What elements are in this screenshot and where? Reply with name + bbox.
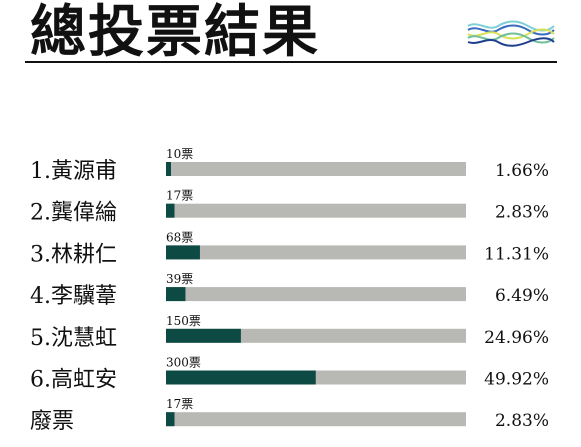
percent-label: 6.49% <box>495 286 549 306</box>
bar-track <box>166 412 466 427</box>
vote-count-label: 39票 <box>166 272 193 286</box>
bar-track <box>166 245 466 260</box>
percent-label: 1.66% <box>495 161 549 181</box>
bar <box>166 328 241 343</box>
bar <box>166 370 316 385</box>
vote-count-label: 68票 <box>166 230 193 244</box>
bar-track <box>166 328 466 343</box>
percent-label: 11.31% <box>484 244 549 264</box>
category-label: 1.黃源甫 <box>30 159 117 184</box>
category-label: 2.龔偉綸 <box>30 201 117 226</box>
percent-label: 24.96% <box>484 328 549 348</box>
bar <box>166 203 175 218</box>
bar <box>166 412 175 427</box>
percent-label: 49.92% <box>484 370 549 390</box>
bar <box>166 287 186 302</box>
bar-track <box>166 287 466 302</box>
percent-label: 2.83% <box>495 203 549 223</box>
vote-count-label: 17票 <box>166 397 193 411</box>
category-label: 廢票 <box>30 409 74 434</box>
title-underline <box>25 61 557 63</box>
vote-count-label: 17票 <box>166 189 193 203</box>
vote-count-label: 150票 <box>166 314 201 328</box>
wave-logo-icon <box>467 20 555 47</box>
bar-track <box>166 203 466 218</box>
category-label: 6.高虹安 <box>30 368 117 393</box>
vote-count-label: 10票 <box>166 147 193 161</box>
bar-track <box>166 162 466 176</box>
percent-label: 2.83% <box>495 411 549 431</box>
bar <box>166 162 171 176</box>
category-label: 3.林耕仁 <box>30 242 117 267</box>
vote-count-label: 300票 <box>166 356 201 370</box>
category-label: 5.沈慧虹 <box>30 326 117 351</box>
bar <box>166 245 200 260</box>
category-label: 4.李驥葦 <box>30 284 117 309</box>
page-title: 總投票結果 <box>30 0 320 65</box>
